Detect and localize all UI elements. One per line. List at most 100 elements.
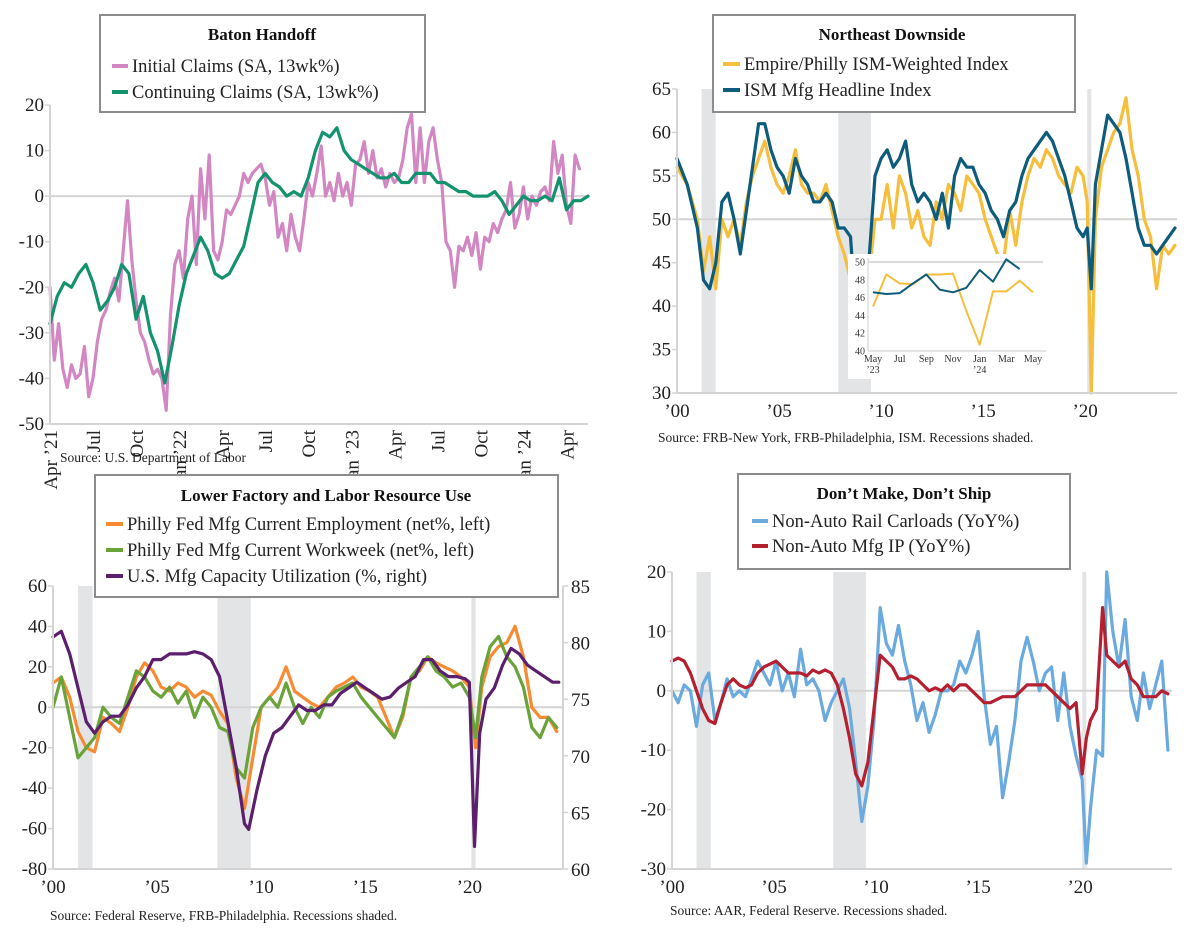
y2-tick-label: 85 (571, 577, 590, 598)
inset-y-tick-label: 42 (855, 329, 865, 340)
y-tick-label: 20 (25, 95, 44, 116)
x-tick-label: ’20 (457, 877, 482, 898)
series-line-u-s-mfg-capacity-utilization-right (51, 629, 561, 849)
inset-series-line-ism-mfg-headline-index (872, 258, 1021, 295)
x-tick-label: ’10 (868, 401, 893, 422)
inset-y-tick-label: 44 (855, 311, 865, 322)
y-tick-label: -40 (22, 778, 47, 799)
y-tick-label: -10 (641, 740, 666, 761)
y-tick-label: 60 (28, 576, 47, 597)
series-line-philly-fed-mfg-current-workweek-net-left (51, 634, 559, 780)
recession-band (77, 586, 93, 869)
x-tick-label: Jul (84, 430, 105, 452)
inset-background (848, 254, 1053, 379)
x-tick-label: ’15 (353, 877, 378, 898)
y-tick-label: 55 (652, 166, 671, 187)
inset-y-tick-label: 40 (855, 347, 865, 358)
x-tick-label: Oct (471, 429, 492, 457)
x-tick-label: Apr (385, 429, 406, 459)
x-tick-label: Jul (256, 430, 277, 452)
inset-y-tick-label: 48 (855, 275, 865, 286)
x-tick-label: ’20 (1067, 877, 1092, 898)
inset-x-tick-label: May (1024, 354, 1042, 365)
x-tick-label: ’15 (965, 877, 990, 898)
series-line-empire-philly-ism-weighted-index (675, 96, 1177, 395)
y2-tick-label: 65 (571, 803, 590, 824)
y-tick-label: -40 (19, 368, 44, 389)
series-line-non-auto-mfg-ip-yoy (670, 605, 1170, 788)
x-tick-label: ’05 (766, 401, 791, 422)
legend-label-rail-carloads: Non-Auto Rail Carloads (YoY%) (772, 512, 1019, 532)
source-note: Source: FRB-New York, FRB-Philadelphia, … (658, 430, 1033, 445)
y-tick-label: 10 (25, 141, 44, 162)
y-tick-label: 0 (38, 697, 48, 718)
y-tick-label: 40 (28, 616, 47, 637)
legend-box: Don’t Make, Don’t Ship Non-Auto Rail Car… (737, 473, 1071, 570)
y-tick-label: -30 (641, 859, 666, 880)
y2-tick-label: 60 (571, 860, 590, 881)
chart-title: Don’t Make, Don’t Ship (817, 484, 992, 503)
y-tick-label: 30 (652, 383, 671, 404)
y-tick-label: -20 (641, 800, 666, 821)
series-line-continuing-claims-sa-13wk (48, 126, 590, 385)
legend-box: Northeast Downside Empire/Philly ISM-Wei… (712, 14, 1076, 113)
y-tick-label: 40 (652, 296, 671, 317)
y-tick-label: -60 (22, 819, 47, 840)
legend-label-initial-claims: Initial Claims (SA, 13wk%) (132, 57, 340, 77)
x-tick-label: ’05 (144, 877, 169, 898)
inset-x-tick-label: Jul (894, 354, 906, 365)
source-note: Source: AAR, Federal Reserve. Recessions… (670, 903, 947, 918)
chart-lower-factory-labor: 60 40 20 0 -20 -40 -60 -80 85 80 75 70 65 60 ’00 ’05 ’10… (22, 474, 590, 923)
inset-x-tick-label: May (864, 354, 882, 365)
y-tick-label: -80 (22, 859, 47, 880)
y-tick-label: 50 (652, 209, 671, 230)
x-tick-label: ’00 (659, 877, 684, 898)
y-tick-label: -50 (19, 414, 44, 435)
x-tick-label: ’15 (970, 401, 995, 422)
legend-box: Baton Handoff Initial Claims (SA, 13wk%)… (99, 14, 426, 113)
inset-x-tick-label: Sep (919, 354, 934, 365)
legend-label-continuing-claims: Continuing Claims (SA, 13wk%) (132, 83, 379, 103)
recession-band (1082, 572, 1087, 869)
x-tick-label: ’20 (1072, 401, 1097, 422)
source-note: Source: U.S. Department of Labor (60, 450, 246, 465)
inset-y-tick-label: 46 (855, 293, 865, 304)
inset-x-tick-label: Mar (998, 354, 1015, 365)
x-tick-label: ’10 (248, 877, 273, 898)
chart-dont-make-dont-ship: 20 10 0 -10 -20 -30’00 ’05 ’10 ’15 ’20 Source: AA… (641, 473, 1172, 918)
inset-x-tick-sublabel: ’24 (973, 365, 986, 376)
x-tick-label: Jul (428, 430, 449, 452)
legend-label-workweek: Philly Fed Mfg Current Workweek (net%, l… (127, 541, 474, 561)
x-tick-label: Apr ’21 (41, 430, 62, 490)
y-tick-label: 20 (647, 562, 666, 583)
y2-tick-label: 75 (571, 690, 590, 711)
legend-label-mfg-ip: Non-Auto Mfg IP (YoY%) (772, 537, 970, 557)
series-line-ism-mfg-headline-index (675, 113, 1177, 360)
y-tick-label: -20 (22, 738, 47, 759)
chart-title: Lower Factory and Labor Resource Use (181, 486, 472, 505)
y-tick-label: -10 (19, 232, 44, 253)
source-note: Source: Federal Reserve, FRB-Philadelphi… (50, 908, 397, 923)
inset-y-tick-label: 50 (855, 258, 865, 269)
legend-label-capacity-utilization: U.S. Mfg Capacity Utilization (%, right) (127, 567, 427, 587)
x-tick-label: ’05 (761, 877, 786, 898)
inset-x-tick-label: Nov (944, 354, 961, 365)
y-tick-label: -30 (19, 323, 44, 344)
x-tick-label: Jan ’24 (514, 430, 535, 486)
x-tick-label: Oct (127, 429, 148, 457)
x-tick-label: Apr (557, 429, 578, 459)
y-tick-label: 20 (28, 657, 47, 678)
x-tick-label: ’00 (664, 401, 689, 422)
y-tick-label: 0 (657, 681, 667, 702)
x-tick-label: Apr (213, 429, 234, 459)
chart-title: Baton Handoff (208, 25, 316, 44)
x-tick-label: Jan ’23 (342, 430, 363, 485)
x-tick-label: ’10 (863, 877, 888, 898)
legend-box: Lower Factory and Labor Resource Use Phi… (94, 474, 559, 598)
inset-x-tick-sublabel: ’23 (866, 365, 879, 376)
y-tick-label: 0 (35, 186, 45, 207)
legend-label-ism-headline: ISM Mfg Headline Index (744, 81, 932, 101)
